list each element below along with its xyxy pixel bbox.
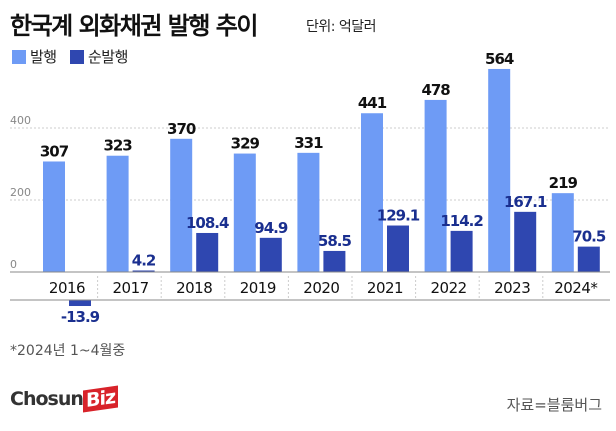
x-tick-label: 2023 [494,279,530,297]
bar-issuance [170,138,193,272]
chart-title: 한국계 외화채권 발행 추이 [10,12,258,40]
bar-net [259,237,282,272]
bar-net [450,230,473,272]
data-label: 219 [549,174,578,192]
x-tick-label: 2018 [176,279,212,297]
bar-issuance [424,99,447,272]
legend-label: 발행 [30,48,57,66]
bar-net [323,250,346,272]
data-label: 129.1 [377,207,420,225]
bar-issuance [297,152,320,272]
unit-label: 단위: 억달러 [306,19,377,35]
x-tick-label: 2022 [431,279,467,297]
data-label: 307 [40,142,69,160]
x-tick-label: 2017 [113,279,149,297]
bar-net [577,246,600,272]
bar-net [196,232,219,272]
bar-issuance [106,155,129,272]
data-label: -13.9 [61,308,100,326]
data-label: 167.1 [504,193,547,211]
data-label: 331 [294,134,323,152]
data-label: 70.5 [572,228,606,246]
data-label: 478 [421,81,450,99]
data-label: 370 [167,120,196,138]
x-tick-label: 2021 [367,279,403,297]
data-label: 441 [358,94,387,112]
footnote: *2024년 1~4월중 [10,343,126,359]
data-label: 114.2 [440,212,483,230]
data-label: 323 [103,137,132,155]
bar-net [69,300,91,307]
legend-label: 순발행 [88,48,128,66]
legend-item-issuance: 발행 [12,46,57,67]
bar-issuance [551,193,574,272]
bar-issuance [43,161,65,272]
data-label: 108.4 [186,214,229,232]
data-label: 4.2 [132,251,156,269]
bar-issuance [488,68,511,273]
x-tick-label: 2016 [49,279,85,297]
x-tick-label: 2024* [554,279,598,297]
x-tick-label: 2019 [240,279,276,297]
bar-net [514,211,537,272]
legend-item-net-issuance: 순발행 [70,46,128,67]
bar-issuance [361,113,383,273]
data-label: 329 [231,135,260,153]
source-label: 자료=블룸버그 [506,396,602,414]
y-tick-label: 400 [10,114,31,127]
x-tick-label: 2020 [303,279,339,297]
data-label: 58.5 [318,232,352,250]
y-tick-label: 0 [10,258,17,271]
bar-net [132,270,155,272]
bar-net [387,225,409,272]
bar-issuance [233,153,256,272]
data-label: 564 [485,50,514,68]
y-tick-label: 200 [10,186,31,199]
data-label: 94.9 [254,219,288,237]
chosunbiz-logo: Chosun Biz [10,385,118,413]
